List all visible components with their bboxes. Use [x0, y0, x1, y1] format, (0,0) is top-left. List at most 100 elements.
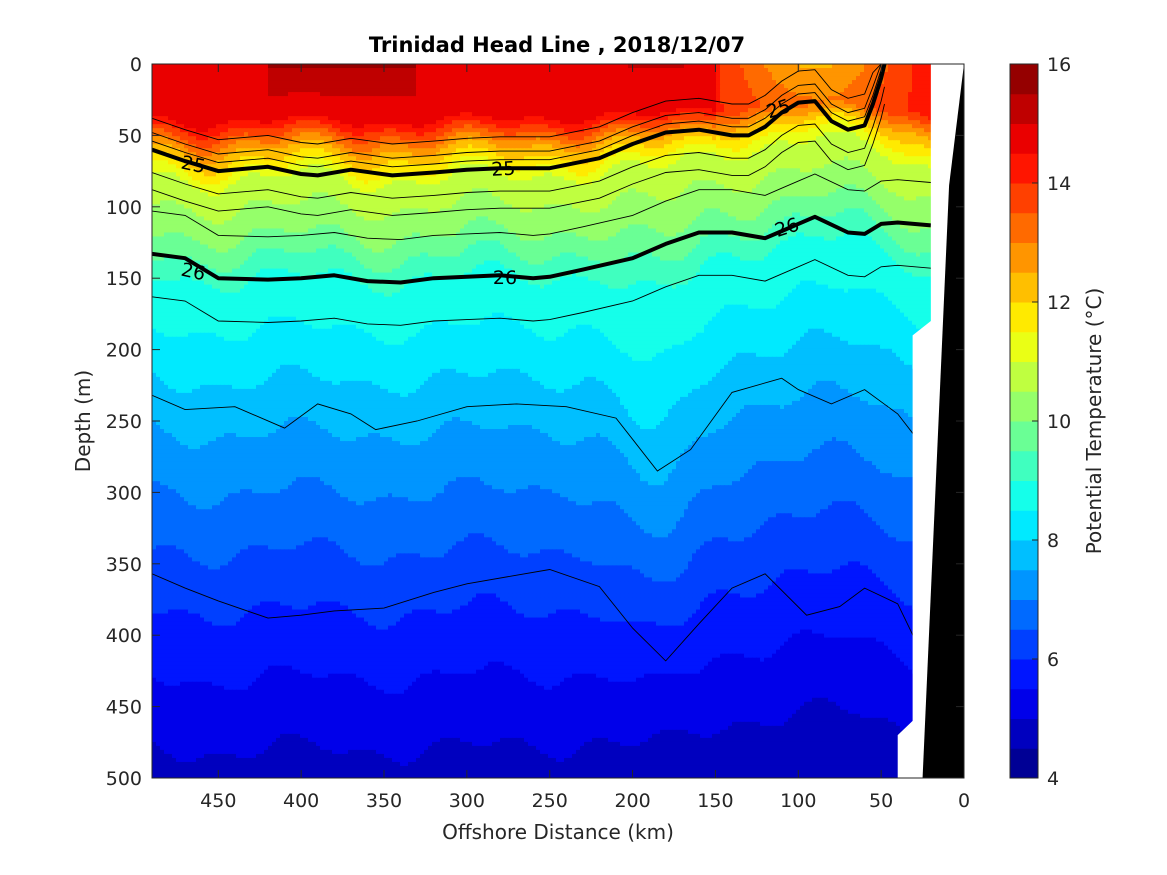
- temperature-cell: [412, 132, 417, 137]
- temperature-cell: [544, 80, 549, 85]
- temperature-cell: [736, 80, 741, 85]
- temperature-cell: [380, 132, 385, 137]
- temperature-cell: [332, 96, 337, 101]
- temperature-cell: [848, 80, 853, 85]
- temperature-cell: [336, 96, 341, 101]
- temperature-cell: [452, 76, 457, 81]
- temperature-cell: [840, 88, 845, 93]
- temperature-cell: [368, 92, 373, 97]
- temperature-cell: [348, 88, 353, 93]
- temperature-cell: [736, 84, 741, 89]
- temperature-cell: [728, 76, 733, 81]
- temperature-cell: [728, 112, 733, 117]
- temperature-cell: [388, 132, 393, 137]
- temperature-cell: [364, 104, 369, 109]
- temperature-cell: [700, 88, 705, 93]
- temperature-cell: [592, 108, 597, 113]
- temperature-cell: [260, 128, 265, 133]
- temperature-cell: [388, 116, 393, 121]
- temperature-cell: [160, 124, 165, 129]
- temperature-cell: [624, 64, 629, 69]
- temperature-cell: [336, 108, 341, 113]
- temperature-cell: [536, 108, 541, 113]
- temperature-cell: [524, 108, 529, 113]
- temperature-cell: [732, 72, 737, 77]
- temperature-cell: [768, 136, 773, 141]
- temperature-cell: [340, 96, 345, 101]
- temperature-cell: [304, 64, 309, 69]
- temperature-cell: [748, 108, 753, 113]
- temperature-cell: [316, 104, 321, 109]
- temperature-cell: [316, 84, 321, 89]
- temperature-cell: [656, 96, 661, 101]
- temperature-cell: [620, 120, 625, 125]
- temperature-cell: [220, 112, 225, 117]
- temperature-cell: [720, 68, 725, 73]
- temperature-cell: [912, 100, 917, 105]
- temperature-cell: [152, 80, 157, 85]
- temperature-cell: [312, 96, 317, 101]
- temperature-cell: [404, 96, 409, 101]
- temperature-cell: [164, 128, 169, 133]
- temperature-cell: [720, 84, 725, 89]
- temperature-cell: [280, 108, 285, 113]
- temperature-cell: [908, 136, 913, 141]
- temperature-cell: [852, 80, 857, 85]
- temperature-cell: [596, 96, 601, 101]
- temperature-cell: [672, 120, 677, 125]
- temperature-cell: [584, 120, 589, 125]
- temperature-cell: [240, 96, 245, 101]
- temperature-cell: [184, 96, 189, 101]
- temperature-cell: [388, 72, 393, 77]
- temperature-cell: [872, 128, 877, 133]
- temperature-cell: [684, 124, 689, 129]
- temperature-cell: [620, 104, 625, 109]
- temperature-cell: [392, 80, 397, 85]
- temperature-cell: [448, 72, 453, 77]
- temperature-cell: [244, 76, 249, 81]
- temperature-cell: [452, 84, 457, 89]
- temperature-cell: [484, 92, 489, 97]
- temperature-cell: [632, 100, 637, 105]
- temperature-cell: [792, 80, 797, 85]
- temperature-cell: [188, 124, 193, 129]
- temperature-cell: [476, 120, 481, 125]
- temperature-cell: [668, 124, 673, 129]
- temperature-cell: [688, 108, 693, 113]
- temperature-cell: [352, 116, 357, 121]
- temperature-cell: [460, 84, 465, 89]
- temperature-cell: [412, 96, 417, 101]
- temperature-cell: [392, 72, 397, 77]
- temperature-cell: [428, 120, 433, 125]
- temperature-cell: [448, 116, 453, 121]
- temperature-cell: [700, 132, 705, 137]
- temperature-cell: [584, 88, 589, 93]
- temperature-cell: [676, 124, 681, 129]
- temperature-cell: [592, 100, 597, 105]
- temperature-cell: [580, 136, 585, 141]
- temperature-cell: [280, 96, 285, 101]
- temperature-cell: [256, 80, 261, 85]
- temperature-cell: [236, 96, 241, 101]
- temperature-cell: [832, 64, 837, 69]
- temperature-cell: [172, 92, 177, 97]
- temperature-cell: [744, 120, 749, 125]
- temperature-cell: [200, 124, 205, 129]
- temperature-cell: [560, 88, 565, 93]
- temperature-cell: [620, 76, 625, 81]
- temperature-cell: [456, 96, 461, 101]
- temperature-cell: [900, 88, 905, 93]
- temperature-cell: [344, 116, 349, 121]
- temperature-cell: [428, 124, 433, 129]
- temperature-cell: [552, 140, 557, 145]
- temperature-cell: [748, 104, 753, 109]
- temperature-cell: [660, 72, 665, 77]
- temperature-cell: [516, 108, 521, 113]
- temperature-cell: [612, 88, 617, 93]
- temperature-cell: [840, 96, 845, 101]
- temperature-cell: [436, 92, 441, 97]
- temperature-cell: [496, 112, 501, 117]
- temperature-cell: [252, 64, 257, 69]
- temperature-cell: [572, 108, 577, 113]
- temperature-cell: [516, 68, 521, 73]
